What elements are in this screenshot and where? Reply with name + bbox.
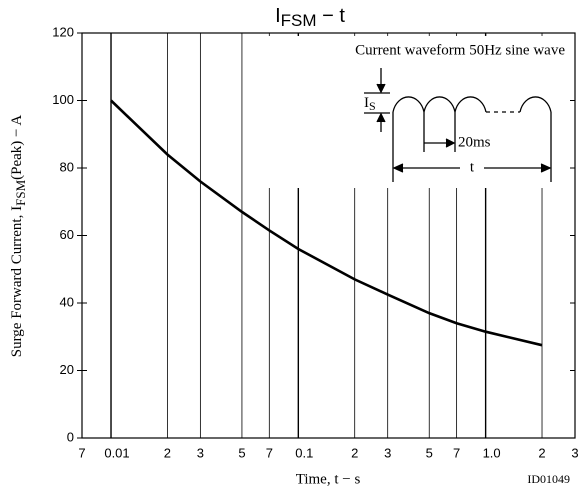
inset-current-label: IS bbox=[364, 95, 376, 112]
y-tick-label: 40 bbox=[60, 294, 74, 309]
x-tick-label: 5 bbox=[426, 445, 433, 460]
chart-title: IFSM − t bbox=[275, 5, 345, 30]
x-tick-label: 2 bbox=[538, 445, 545, 460]
x-tick-label: 0.1 bbox=[295, 445, 313, 460]
x-tick-label: 0.01 bbox=[104, 445, 129, 460]
inset-waveform bbox=[519, 96, 552, 113]
y-tick-label: 80 bbox=[60, 159, 74, 174]
x-tick-label: 2 bbox=[164, 445, 171, 460]
inset-arrowhead bbox=[392, 163, 404, 173]
y-tick-label: 0 bbox=[67, 429, 74, 444]
inset-caption: Current waveform 50Hz sine wave bbox=[355, 42, 565, 58]
inset-arrowhead bbox=[445, 138, 456, 148]
x-tick-label: 5 bbox=[238, 445, 245, 460]
inset-waveform bbox=[392, 96, 487, 113]
y-tick-label: 120 bbox=[52, 24, 74, 39]
inset-arrowhead bbox=[540, 163, 552, 173]
y-tick-label: 20 bbox=[60, 362, 74, 377]
x-tick-label: 7 bbox=[453, 445, 460, 460]
inset-duration-label: t bbox=[470, 159, 475, 175]
inset-arrowhead bbox=[376, 112, 386, 123]
y-tick-label: 60 bbox=[60, 227, 74, 242]
x-axis-label: Time, t − s bbox=[296, 471, 361, 487]
figure-id: ID01049 bbox=[527, 472, 570, 486]
inset-background bbox=[252, 36, 570, 188]
inset-period-label: 20ms bbox=[458, 134, 491, 150]
x-tick-label: 2 bbox=[351, 445, 358, 460]
x-tick-label: 1.0 bbox=[483, 445, 501, 460]
y-tick-label: 100 bbox=[52, 92, 74, 107]
data-line bbox=[110, 99, 543, 347]
x-tick-label: 7 bbox=[266, 445, 273, 460]
x-tick-label: 3 bbox=[384, 445, 391, 460]
y-axis-label: Surge Forward Current, IFSM(Peak) − A bbox=[9, 115, 28, 358]
x-tick-label: 3 bbox=[571, 445, 578, 460]
x-tick-label: 3 bbox=[197, 445, 204, 460]
inset: Current waveform 50Hz sine wave IS 20ms … bbox=[355, 42, 565, 182]
inset-arrowhead bbox=[376, 83, 386, 94]
x-tick-label: 7 bbox=[78, 445, 85, 460]
